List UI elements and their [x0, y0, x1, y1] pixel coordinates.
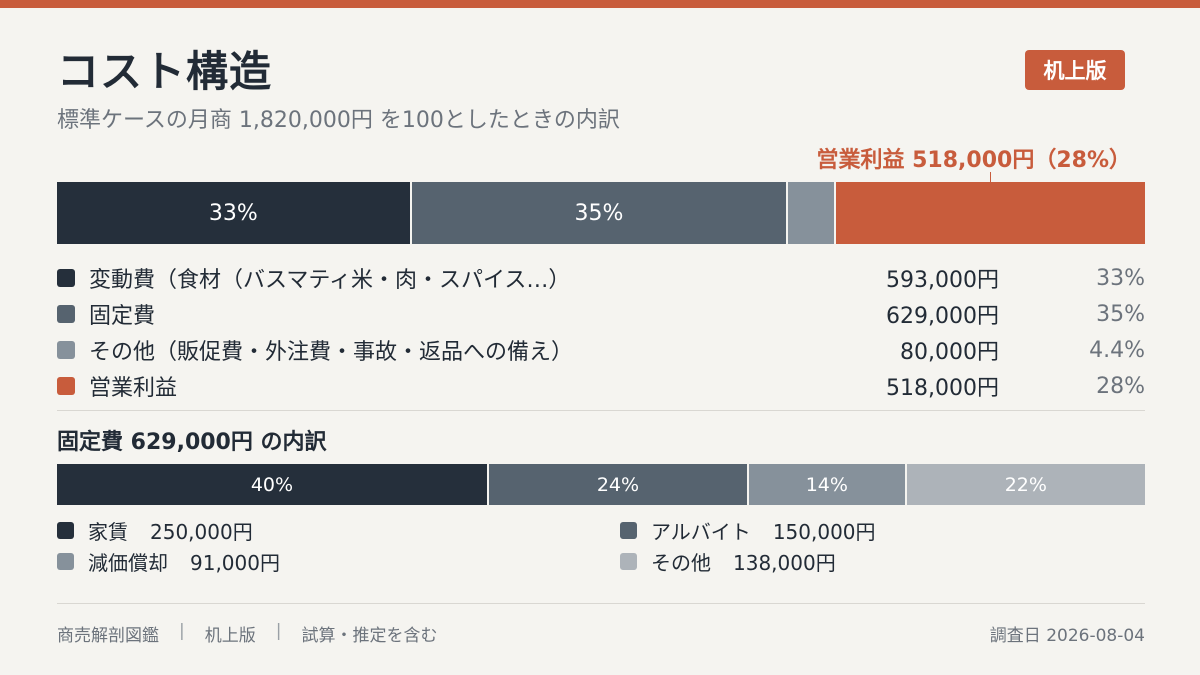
bar-segment-parttime: 24%: [488, 464, 749, 505]
bar-segment-other: [788, 182, 836, 244]
legend-percent: 4.4%: [1089, 337, 1145, 363]
profit-swatch: [57, 377, 75, 395]
legend2-name: 家賃: [88, 519, 128, 544]
legend-amount: 80,000円: [900, 340, 999, 365]
bar-segment-depreciation: 14%: [748, 464, 907, 505]
legend-row-variable: 変動費（食材（バスマティ米・肉・スパイス…） 593,000円 33%: [57, 260, 1145, 296]
bar-segment-profit: [835, 182, 1145, 244]
legend2-fixed-other: その他 138,000円: [620, 546, 836, 576]
bar-label-fixed: 35%: [574, 200, 624, 226]
legend2-amount: 138,000円: [733, 550, 836, 575]
footer-separator: |: [275, 621, 282, 641]
legend-percent: 28%: [1096, 373, 1145, 399]
section-divider: [57, 410, 1145, 411]
rent-swatch: [57, 521, 74, 539]
legend-amount: 518,000円: [886, 376, 999, 401]
legend2-rent: 家賃 250,000円: [57, 515, 253, 545]
page-subtitle: 標準ケースの月商 1,820,000円 を100としたときの内訳: [57, 108, 620, 133]
top-accent-bar: [0, 0, 1200, 8]
bar-segment-variable: 33%: [57, 182, 412, 244]
fixed-other-swatch: [620, 552, 637, 570]
fixed-swatch: [57, 305, 75, 323]
cost-legend: 変動費（食材（バスマティ米・肉・スパイス…） 593,000円 33% 固定費 …: [57, 260, 1145, 404]
bar-label-fixed-other: 22%: [1004, 473, 1047, 496]
other-swatch: [57, 341, 75, 359]
edition-badge: 机上版: [1025, 50, 1125, 90]
bar-label-rent: 40%: [250, 473, 294, 496]
footer-separator: |: [179, 621, 185, 641]
legend-name: その他（販促費・外注費・事故・返品への備え）: [89, 340, 574, 365]
legend-name: 固定費: [89, 304, 156, 329]
survey-date: 調査日 2026-08-04: [989, 626, 1145, 646]
legend2-amount: 250,000円: [150, 519, 253, 544]
legend-amount: 593,000円: [886, 268, 999, 293]
parttime-swatch: [620, 521, 637, 539]
legend-name: 変動費（食材（バスマティ米・肉・スパイス…）: [89, 268, 571, 293]
cost-structure-bar: 33% 35%: [57, 182, 1145, 244]
fixed-cost-bar: 40% 24% 14% 22%: [57, 464, 1145, 505]
legend-amount: 629,000円: [886, 304, 999, 329]
legend-name: 営業利益: [89, 376, 178, 401]
footer-series-name: 商売解剖図鑑: [57, 626, 159, 646]
legend-row-profit: 営業利益 518,000円 28%: [57, 368, 1145, 404]
profit-callout: 営業利益 518,000円（28%）: [816, 148, 1131, 173]
legend2-depreciation: 減価償却 91,000円: [57, 546, 280, 576]
legend-percent: 35%: [1096, 301, 1145, 327]
footer-divider: [57, 603, 1145, 604]
bar-segment-fixed-other: 22%: [906, 464, 1145, 505]
bar-segment-fixed: 35%: [411, 182, 789, 244]
bar-segment-rent: 40%: [57, 464, 489, 505]
legend2-amount: 150,000円: [772, 519, 876, 544]
footer-edition: 机上版: [204, 626, 256, 646]
legend-percent: 33%: [1096, 265, 1145, 291]
footer-note: 試算・推定を含む: [301, 626, 438, 646]
bar-label-depreciation: 14%: [805, 473, 848, 496]
variable-swatch: [57, 269, 75, 287]
legend2-parttime: アルバイト 150,000円: [620, 515, 876, 545]
legend-row-fixed: 固定費 629,000円 35%: [57, 296, 1145, 332]
legend2-name: 減価償却: [88, 550, 168, 575]
bar-label-variable: 33%: [208, 200, 258, 226]
legend-row-other: その他（販促費・外注費・事故・返品への備え） 80,000円 4.4%: [57, 332, 1145, 368]
legend2-name: その他: [651, 550, 711, 575]
callout-tick: [990, 172, 991, 182]
legend2-amount: 91,000円: [190, 550, 280, 575]
legend2-name: アルバイト: [651, 519, 751, 544]
bar-label-parttime: 24%: [596, 473, 640, 496]
page-title: コスト構造: [57, 47, 273, 96]
depreciation-swatch: [57, 552, 74, 570]
fixed-cost-breakdown-title: 固定費 629,000円 の内訳: [57, 430, 327, 455]
footer-credits: 商売解剖図鑑 | 机上版 | 試算・推定を含む: [57, 621, 437, 646]
fixed-cost-legend: 家賃 250,000円 アルバイト 150,000円 減価償却 91,000円 …: [57, 515, 1145, 579]
